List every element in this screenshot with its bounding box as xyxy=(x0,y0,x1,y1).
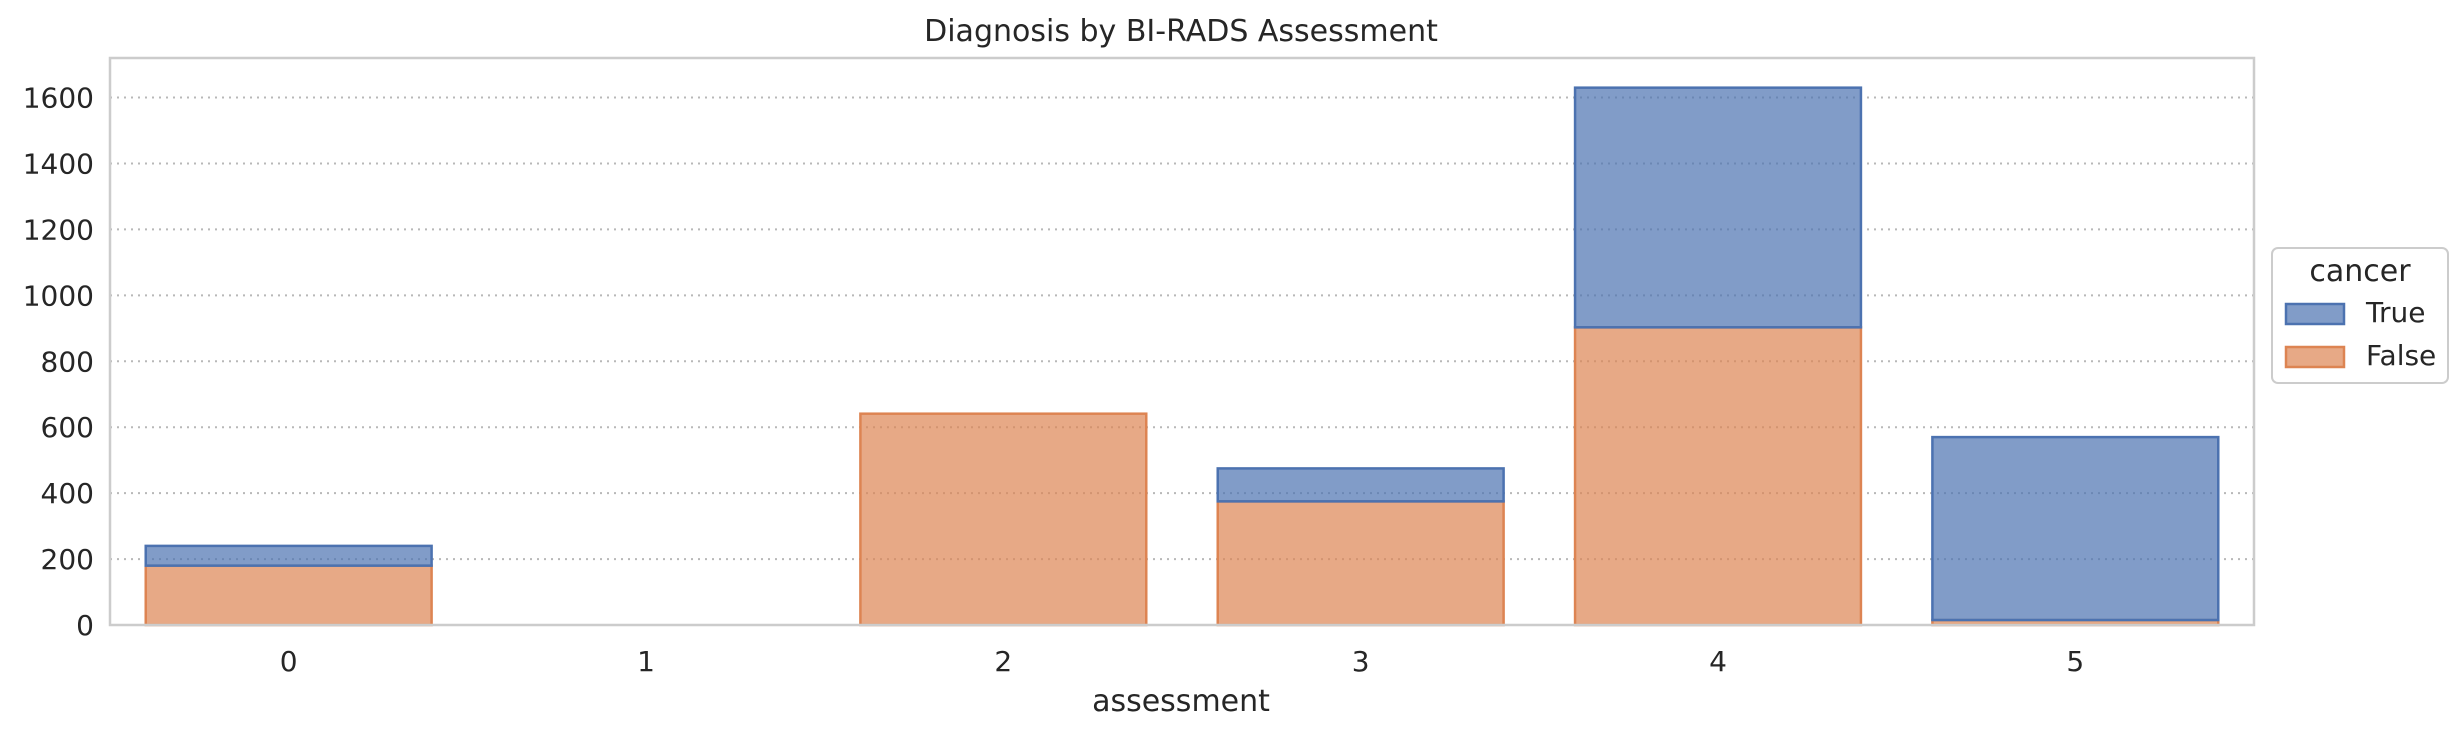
x-tick-labels: 0 1 2 3 4 5 xyxy=(280,645,2084,678)
y-tick-label: 800 xyxy=(41,345,94,378)
x-tick-label: 3 xyxy=(1352,645,1370,678)
bar-layer xyxy=(144,86,2220,627)
y-tick-label: 1000 xyxy=(23,279,94,312)
y-tick-label: 1600 xyxy=(23,82,94,115)
y-tick-label: 200 xyxy=(41,543,94,576)
legend-label-true: True xyxy=(2365,296,2425,329)
y-tick-label: 400 xyxy=(41,477,94,510)
legend-swatch-true xyxy=(2284,302,2346,326)
x-tick-label: 4 xyxy=(1709,645,1727,678)
x-tick-label: 5 xyxy=(2066,645,2084,678)
bar-false-2 xyxy=(859,412,1148,627)
bar-true-0 xyxy=(144,544,433,567)
y-tick-label: 1400 xyxy=(23,147,94,180)
legend-items: True False xyxy=(2284,296,2436,372)
bar-true-5 xyxy=(1931,435,2220,622)
y-tick-labels: 0 200 400 600 800 1000 1200 1400 1600 xyxy=(23,82,94,642)
y-tick-label: 0 xyxy=(76,609,94,642)
legend-title: cancer xyxy=(2309,254,2411,289)
bar-false-0 xyxy=(144,564,433,627)
y-tick-label: 600 xyxy=(41,411,94,444)
x-tick-label: 2 xyxy=(994,645,1012,678)
x-tick-label: 1 xyxy=(637,645,655,678)
bar-false-3 xyxy=(1216,500,1505,627)
x-tick-label: 0 xyxy=(280,645,298,678)
bar-false-4 xyxy=(1573,326,1863,627)
y-tick-label: 1200 xyxy=(23,213,94,246)
bar-true-3 xyxy=(1216,467,1505,503)
legend: cancer True False xyxy=(2271,247,2449,384)
chart-title: Diagnosis by BI-RADS Assessment xyxy=(924,14,1438,49)
bar-true-4 xyxy=(1573,86,1863,329)
x-axis-label: assessment xyxy=(1092,684,1270,719)
legend-swatch-false xyxy=(2284,345,2346,369)
legend-label-false: False xyxy=(2366,339,2436,372)
grid-layer xyxy=(110,96,2254,561)
plot-frame xyxy=(108,56,2256,627)
